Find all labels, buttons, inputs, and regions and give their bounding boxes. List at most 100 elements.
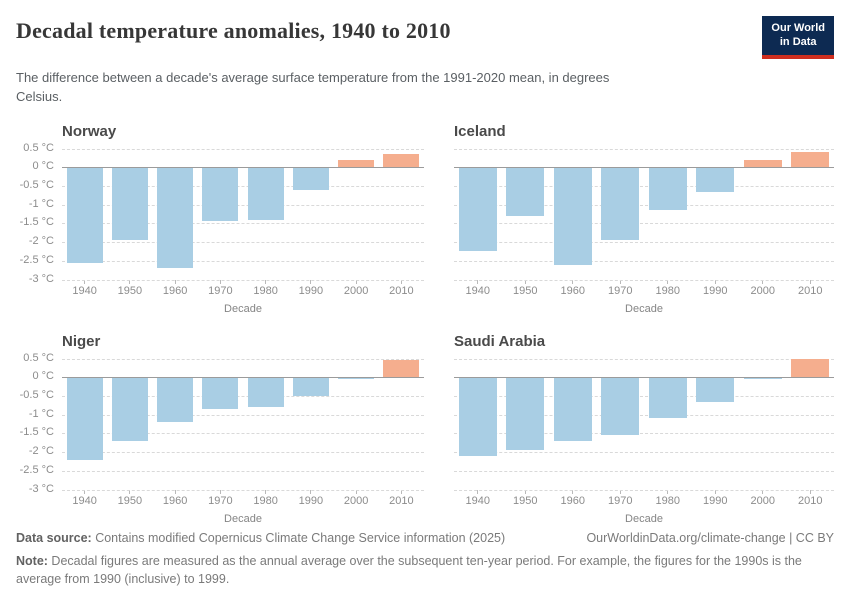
x-axis-tick-label: 2000 — [750, 284, 775, 297]
bar-niger-1990 — [292, 377, 329, 396]
bar-band — [243, 149, 288, 280]
x-tick-cell: 2000 — [334, 489, 379, 507]
x-tick-cell: 1950 — [107, 279, 152, 297]
x-tick-cell: 1970 — [198, 279, 243, 297]
x-tick-cell: 1970 — [597, 489, 645, 507]
x-tick-mark — [714, 279, 716, 284]
x-axis-tick-label: 1980 — [253, 284, 278, 297]
footer: Data source: Contains modified Copernicu… — [16, 529, 834, 588]
x-tick-cell: 1970 — [597, 279, 645, 297]
x-tick-cell: 1960 — [549, 279, 597, 297]
x-tick-cell: 1990 — [692, 279, 740, 297]
x-tick-mark — [809, 489, 811, 494]
bar-niger-2010 — [383, 360, 420, 378]
x-tick-mark — [667, 489, 669, 494]
x-tick-mark — [714, 489, 716, 494]
y-axis-tick-label: -3 °C — [28, 272, 54, 285]
bar-band — [107, 149, 152, 280]
plot-area-norway — [62, 148, 424, 281]
x-tick-cell: 2010 — [379, 279, 424, 297]
gridline — [62, 279, 424, 281]
x-tick-mark — [310, 279, 312, 284]
x-tick-mark — [572, 489, 574, 494]
bar-norway-1940 — [66, 167, 103, 263]
bar-band — [153, 149, 198, 280]
x-axis-tick-label: 1940 — [465, 284, 490, 297]
x-tick-mark — [524, 279, 526, 284]
y-axis-tick-label: 0 °C — [32, 160, 54, 173]
y-axis-tick-label: -1 °C — [28, 197, 54, 210]
chart-title-norway: Norway — [62, 122, 117, 140]
x-tick-cell: 1950 — [502, 279, 550, 297]
x-tick-mark — [400, 279, 402, 284]
x-axis-tick-label: 2010 — [389, 284, 414, 297]
zero-line — [454, 167, 834, 169]
x-tick-mark — [310, 489, 312, 494]
gridline — [62, 223, 424, 225]
bar-saudi-arabia-1950 — [506, 377, 545, 451]
x-tick-mark — [355, 489, 357, 494]
bar-saudi-arabia-1960 — [553, 377, 592, 441]
x-tick-mark — [762, 489, 764, 494]
x-axis-tick-label: 1940 — [72, 284, 97, 297]
x-tick-mark — [477, 279, 479, 284]
y-axis-tick-label: -2.5 °C — [19, 253, 54, 266]
y-axis-tick-label: -0.5 °C — [19, 388, 54, 401]
bar-band — [549, 359, 597, 490]
bar-norway-2010 — [383, 154, 420, 168]
gridline — [454, 433, 834, 435]
x-tick-mark — [667, 279, 669, 284]
x-tick-mark — [619, 279, 621, 284]
bar-band — [739, 359, 787, 490]
gridline — [454, 414, 834, 416]
gridline — [62, 433, 424, 435]
bar-band — [739, 149, 787, 280]
x-tick-cell: 2010 — [379, 489, 424, 507]
x-tick-cell: 1990 — [288, 489, 333, 507]
x-tick-mark — [174, 489, 176, 494]
x-tick-cell: 2010 — [787, 489, 835, 507]
x-tick-mark — [265, 279, 267, 284]
bar-band — [692, 359, 740, 490]
bar-band — [334, 359, 379, 490]
gridline — [454, 260, 834, 262]
x-tick-mark — [400, 489, 402, 494]
bar-band — [243, 359, 288, 490]
x-axis-title-norway: Decade — [224, 302, 262, 315]
chart-title-saudi-arabia: Saudi Arabia — [454, 332, 546, 350]
gridline — [454, 185, 834, 187]
x-axis-tick-label: 1980 — [253, 494, 278, 507]
bar-band — [692, 149, 740, 280]
x-axis-tick-label: 1960 — [162, 494, 188, 507]
chart-title-niger: Niger — [62, 332, 101, 350]
gridline — [454, 489, 834, 491]
bar-niger-1960 — [157, 377, 194, 423]
x-axis-tick-label: 1980 — [655, 494, 680, 507]
x-tick-cell: 1990 — [288, 279, 333, 297]
y-axis-norway: 0.5 °C 0 °C -0.5 °C -1 °C -1.5 °C -2 °C -2.5 °… — [16, 142, 62, 315]
bar-iceland-1980 — [648, 167, 687, 211]
y-axis-tick-label: -1 °C — [28, 407, 54, 420]
bar-band — [107, 359, 152, 490]
owid-link[interactable]: OurWorldinData.org/climate-change | CC B… — [586, 530, 834, 545]
zero-line — [454, 377, 834, 379]
footnote: Note: Decadal figures are measured as th… — [16, 552, 834, 588]
gridline — [62, 242, 424, 244]
x-tick-mark — [524, 489, 526, 494]
data-source: Data source: Contains modified Copernicu… — [16, 529, 505, 547]
owid-logo-line1: Our World — [771, 22, 825, 34]
gridline — [62, 470, 424, 472]
bar-saudi-arabia-2000 — [743, 377, 782, 380]
x-axis-title-saudi-arabia: Decade — [625, 512, 663, 525]
gridline — [454, 148, 834, 150]
bar-band — [62, 359, 107, 490]
gridline — [62, 452, 424, 454]
x-tick-mark — [174, 279, 176, 284]
header: Decadal temperature anomalies, 1940 to 2… — [16, 14, 834, 59]
gridline — [454, 279, 834, 281]
bar-niger-1950 — [111, 377, 148, 441]
x-tick-cell: 1960 — [153, 279, 198, 297]
x-tick-cell: 2000 — [739, 489, 787, 507]
x-axis-niger: 1940 1950 1960 1970 1980 1990 2000 2010 — [62, 489, 424, 507]
bar-iceland-2000 — [743, 159, 782, 168]
